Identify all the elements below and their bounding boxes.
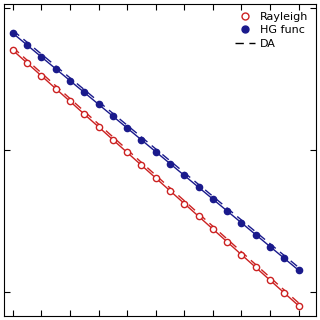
Legend: Rayleigh, HG func, DA: Rayleigh, HG func, DA xyxy=(233,10,310,51)
